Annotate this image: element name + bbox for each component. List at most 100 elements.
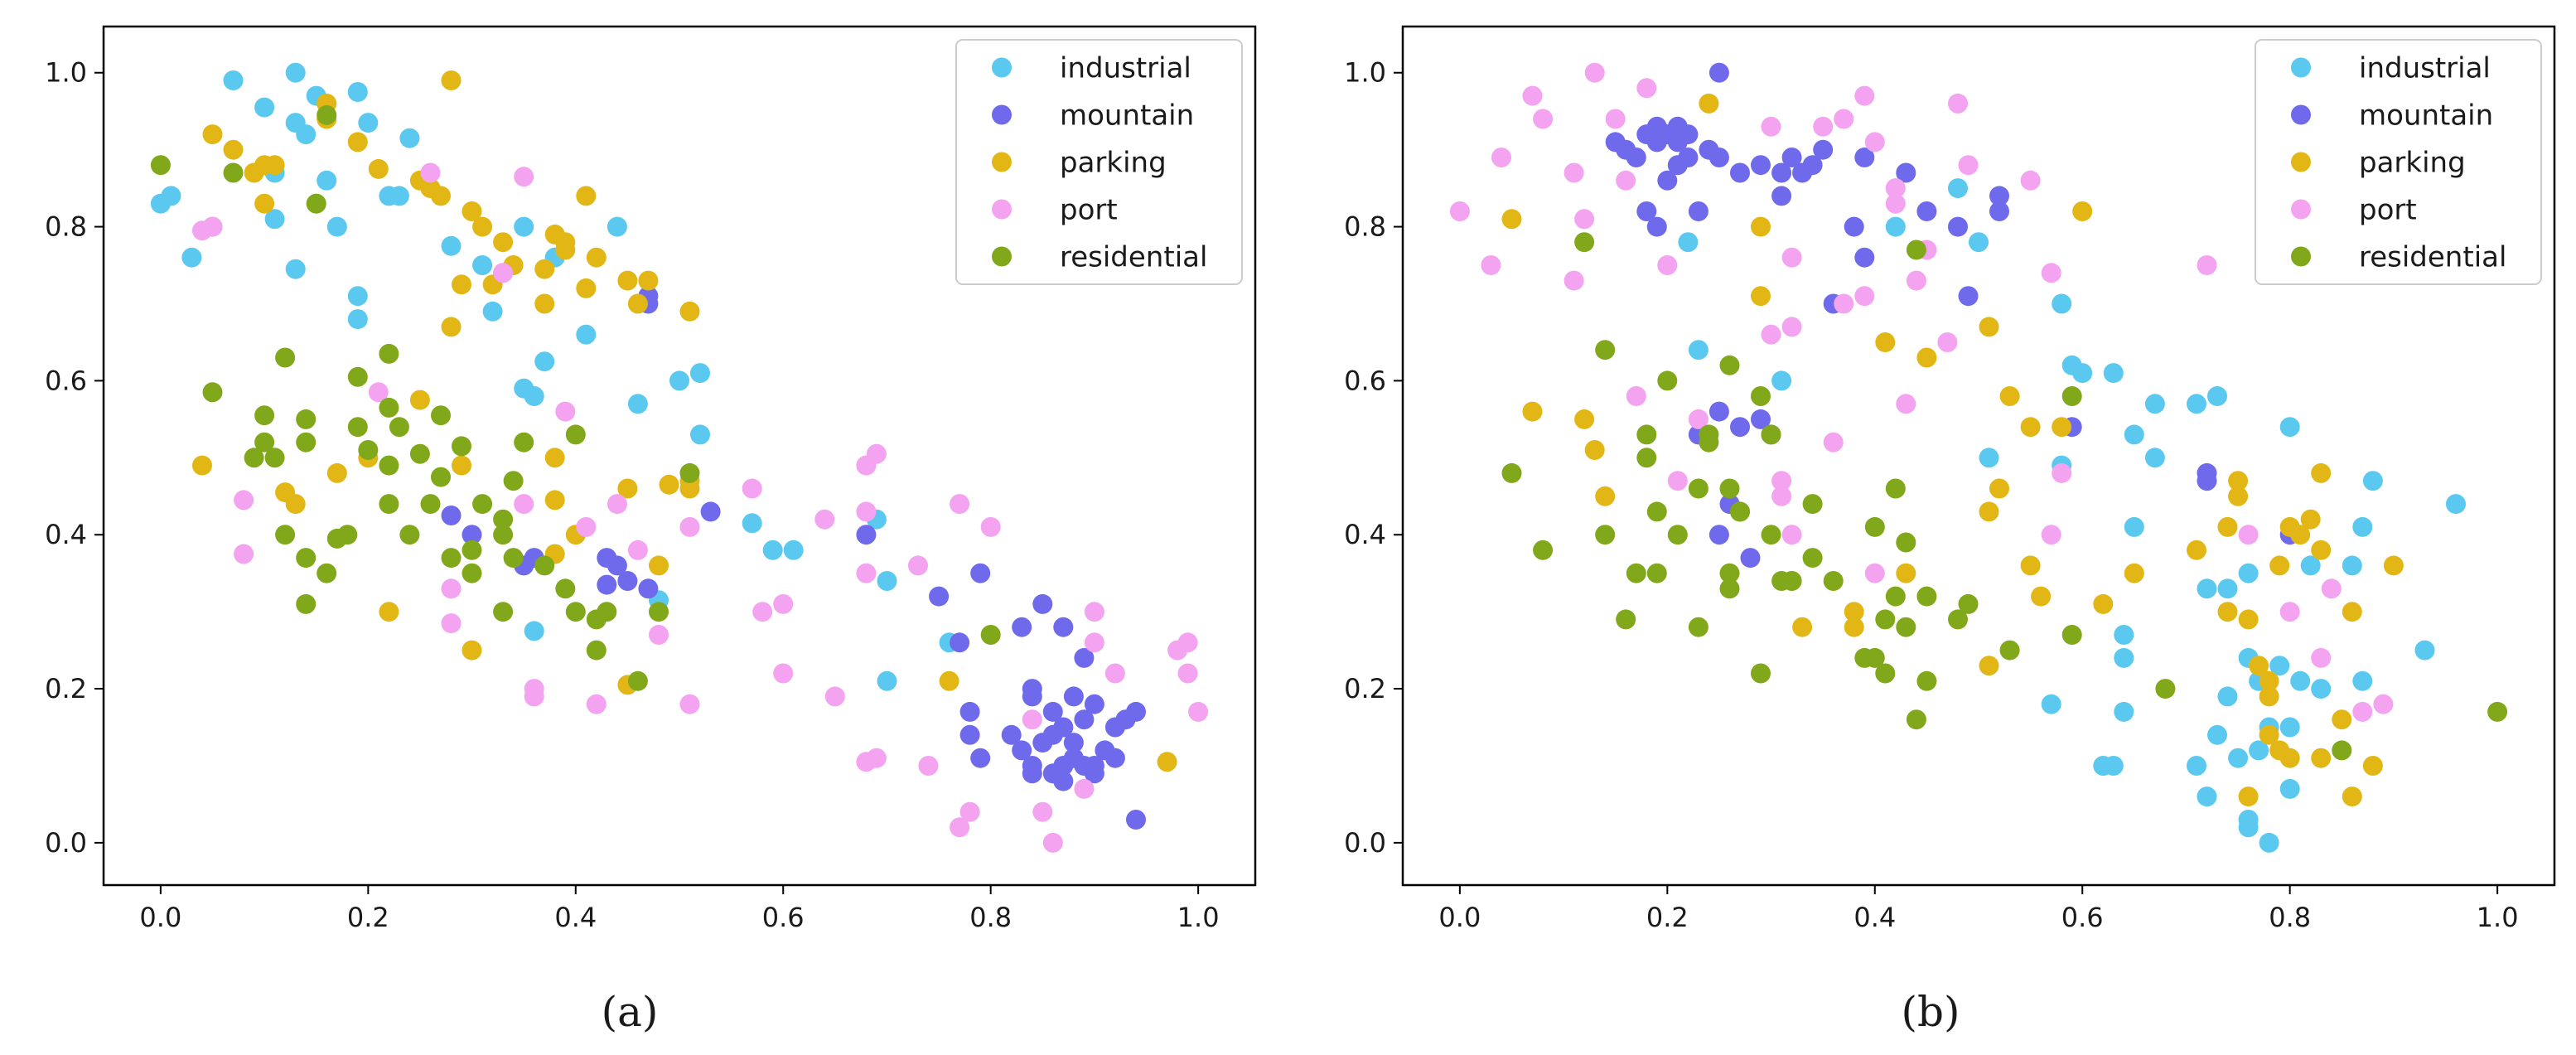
point-industrial: [690, 363, 710, 384]
point-residential: [1896, 532, 1916, 553]
point-port: [1771, 486, 1792, 506]
legend-marker-industrial: [2291, 57, 2311, 78]
point-parking: [2020, 555, 2041, 576]
point-port: [1616, 170, 1636, 191]
point-residential: [441, 548, 462, 569]
point-mountain: [929, 586, 950, 607]
scatter-points: [1449, 62, 2508, 853]
point-port: [1781, 317, 1802, 337]
point-parking: [472, 216, 493, 237]
legend-marker-parking: [2291, 152, 2311, 172]
x-tick-label: 0.8: [2269, 902, 2311, 933]
point-port: [1084, 632, 1104, 653]
point-residential: [431, 467, 451, 487]
point-port: [1834, 109, 1854, 129]
point-residential: [379, 397, 399, 418]
point-residential: [555, 578, 576, 599]
point-industrial: [534, 351, 555, 372]
point-parking: [2093, 593, 2114, 614]
point-port: [1834, 293, 1854, 314]
point-industrial: [2279, 717, 2300, 738]
point-port: [1864, 132, 1885, 152]
point-residential: [1823, 571, 1844, 591]
point-port: [856, 501, 877, 522]
panel-caption: (b): [1901, 988, 1960, 1036]
point-industrial: [877, 670, 897, 691]
point-port: [2197, 255, 2217, 275]
point-mountain: [1781, 148, 1802, 167]
point-industrial: [524, 386, 544, 406]
point-mountain: [1012, 740, 1032, 761]
legend-marker-port: [992, 199, 1012, 220]
legend-marker-residential: [992, 246, 1012, 267]
y-tick-label: 1.0: [1344, 57, 1386, 89]
point-mountain: [1667, 155, 1688, 176]
point-mountain: [1844, 216, 1864, 237]
point-parking: [617, 270, 638, 291]
point-mountain: [1053, 771, 1074, 791]
point-port: [918, 756, 939, 776]
y-tick-label: 0.2: [45, 673, 87, 704]
point-parking: [2124, 563, 2144, 583]
series-port: [1449, 62, 2394, 722]
point-industrial: [1678, 232, 1699, 253]
point-industrial: [2362, 471, 2383, 491]
point-residential: [1916, 670, 1937, 691]
point-residential: [1657, 370, 1678, 391]
point-residential: [1885, 586, 1906, 607]
point-residential: [1751, 663, 1771, 684]
point-mountain: [970, 748, 991, 768]
point-parking: [534, 259, 555, 279]
point-mountain: [1948, 216, 1968, 237]
point-residential: [493, 602, 514, 622]
legend-label-industrial: industrial: [2359, 52, 2491, 85]
point-port: [1781, 247, 1802, 268]
point-parking: [2228, 471, 2249, 491]
point-industrial: [2052, 293, 2072, 314]
point-industrial: [762, 540, 783, 560]
point-residential: [1958, 593, 1979, 614]
point-mountain: [1708, 148, 1729, 167]
point-port: [1657, 255, 1678, 275]
point-parking: [2269, 555, 2290, 576]
legend-label-parking: parking: [1060, 147, 1167, 180]
point-industrial: [576, 324, 597, 345]
point-residential: [264, 448, 285, 468]
point-industrial: [2269, 656, 2290, 676]
point-port: [1177, 663, 1198, 684]
point-industrial: [2279, 417, 2300, 438]
point-parking: [679, 478, 700, 499]
point-residential: [1802, 548, 1823, 569]
point-mountain: [1678, 124, 1699, 145]
point-residential: [1595, 340, 1616, 361]
point-mountain: [1854, 247, 1875, 268]
point-industrial: [742, 513, 762, 534]
point-parking: [2362, 756, 2383, 776]
point-port: [586, 694, 607, 714]
point-industrial: [347, 309, 368, 330]
point-mountain: [1813, 139, 1834, 160]
point-parking: [1875, 332, 1896, 352]
point-port: [773, 663, 794, 684]
axes-frame: [102, 25, 1257, 887]
point-residential: [462, 540, 482, 560]
point-residential: [347, 417, 368, 438]
point-parking: [2187, 540, 2206, 560]
point-residential: [1636, 424, 1657, 445]
point-parking: [2290, 525, 2311, 545]
point-industrial: [2352, 670, 2373, 691]
point-residential: [1875, 663, 1896, 684]
point-mountain: [1708, 62, 1729, 83]
point-residential: [409, 443, 430, 464]
point-mountain: [1012, 617, 1032, 637]
point-industrial: [389, 186, 409, 206]
legend: industrial mountain parking port residential: [2255, 39, 2542, 285]
point-port: [1761, 116, 1781, 137]
point-industrial: [2207, 386, 2227, 406]
point-industrial: [2187, 756, 2206, 776]
point-residential: [1948, 609, 1968, 630]
point-port: [627, 540, 648, 560]
point-port: [1022, 709, 1042, 730]
point-parking: [409, 390, 430, 410]
point-port: [1104, 663, 1125, 684]
